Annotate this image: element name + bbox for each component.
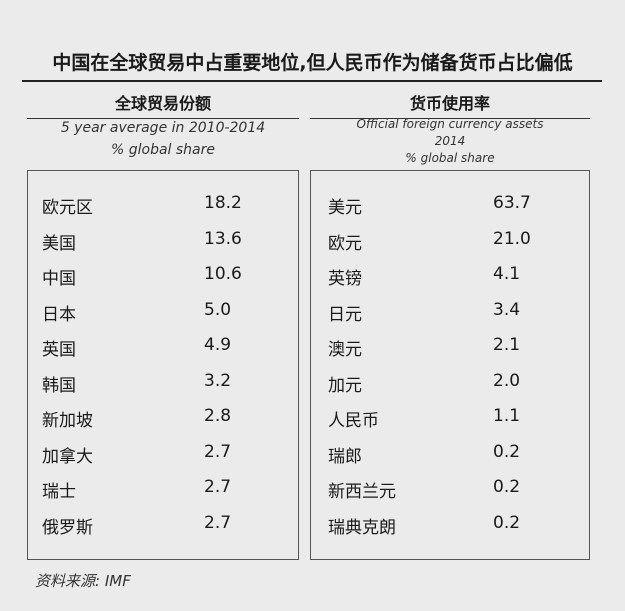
table-row: 欧元区 18.2: [28, 185, 298, 221]
panel-header: 全球贸易份额: [27, 90, 299, 119]
panel-box: 欧元区 18.2 美国 13.6 中国 10.6 日本 5.0 英国 4.9 韩国 3.2 新加坡 2.8…: [27, 170, 299, 560]
table-row: 日本 5.0: [28, 292, 298, 328]
cell-name: 俄罗斯: [42, 517, 93, 538]
table-row: 韩国 3.2: [28, 363, 298, 399]
table-row: 英镑 4.1: [311, 256, 589, 292]
table-row: 欧元 21.0: [311, 221, 589, 257]
table-row: 加元 2.0: [311, 363, 589, 399]
cell-name: 欧元: [328, 233, 362, 254]
cell-value: 3.2: [204, 370, 232, 391]
cell-name: 澳元: [328, 340, 362, 360]
cell-name: 新西兰元: [328, 482, 396, 502]
panel-subtitle: % global share: [110, 142, 215, 158]
cell-value: 2.7: [204, 512, 232, 533]
cell-name: 瑞典克朗: [328, 517, 396, 538]
cell-value: 13.6: [204, 228, 242, 249]
cell-value: 5.0: [204, 299, 232, 320]
cell-value: 2.7: [204, 477, 232, 497]
table-row: 瑞士 2.7: [28, 469, 298, 505]
source: 资料来源: IMF: [35, 572, 131, 590]
cell-name: 美元: [328, 198, 362, 218]
panel-header: 货币使用率: [310, 90, 590, 119]
cell-name: 美国: [42, 233, 76, 254]
cell-value: 4.1: [493, 264, 521, 284]
table-row: 加拿大 2.7: [28, 434, 298, 470]
title-rule: [22, 80, 602, 82]
cell-name: 英国: [42, 340, 76, 360]
cell-value: 18.2: [204, 193, 242, 213]
cell-name: 中国: [42, 269, 76, 289]
cell-name: 人民币: [328, 411, 379, 431]
cell-value: 2.7: [204, 441, 232, 462]
panel-subtitle: 5 year average in 2010-2014: [60, 120, 266, 136]
panel-subtitle: 2014: [434, 134, 466, 148]
table-row: 中国 10.6: [28, 256, 298, 292]
table-row: 瑞典克朗 0.2: [311, 505, 589, 541]
cell-value: 3.4: [493, 299, 521, 320]
cell-value: 4.9: [204, 335, 232, 355]
cell-value: 0.2: [493, 477, 521, 497]
cell-name: 加元: [328, 375, 362, 396]
cell-value: 1.1: [493, 406, 521, 426]
cell-value: 2.0: [493, 370, 521, 391]
table-row: 瑞郎 0.2: [311, 434, 589, 470]
table-row: 人民币 1.1: [311, 398, 589, 434]
cell-name: 瑞郎: [328, 446, 362, 467]
table-row: 美元 63.7: [311, 185, 589, 221]
table-row: 澳元 2.1: [311, 327, 589, 363]
table-row: 英国 4.9: [28, 327, 298, 363]
table-row: 日元 3.4: [311, 292, 589, 328]
cell-name: 瑞士: [42, 482, 76, 502]
cell-value: 63.7: [493, 193, 531, 213]
cell-name: 加拿大: [42, 446, 93, 467]
cell-name: 英镑: [328, 269, 362, 289]
title: 中国在全球贸易中占重要地位,但人民币作为储备货币占比偏低: [52, 52, 573, 74]
panel-subtitle: % global share: [405, 151, 495, 165]
table-row: 新加坡 2.8: [28, 398, 298, 434]
cell-name: 日本: [42, 304, 76, 325]
cell-name: 新加坡: [42, 411, 93, 431]
cell-value: 0.2: [493, 441, 521, 462]
table-row: 新西兰元 0.2: [311, 469, 589, 505]
cell-value: 21.0: [493, 228, 531, 249]
cell-value: 0.2: [493, 512, 521, 533]
cell-name: 韩国: [42, 375, 76, 396]
cell-value: 2.1: [493, 335, 521, 355]
table-row: 俄罗斯 2.7: [28, 505, 298, 541]
panel-subtitle: Official foreign currency assets: [356, 117, 544, 131]
cell-value: 10.6: [204, 264, 242, 284]
cell-value: 2.8: [204, 406, 232, 426]
cell-name: 日元: [328, 304, 362, 325]
table-row: 美国 13.6: [28, 221, 298, 257]
cell-name: 欧元区: [42, 198, 93, 218]
panel-box: 美元 63.7 欧元 21.0 英镑 4.1 日元 3.4 澳元 2.1 加元 2.0 人民币 1.1 瑞郎…: [310, 170, 590, 560]
